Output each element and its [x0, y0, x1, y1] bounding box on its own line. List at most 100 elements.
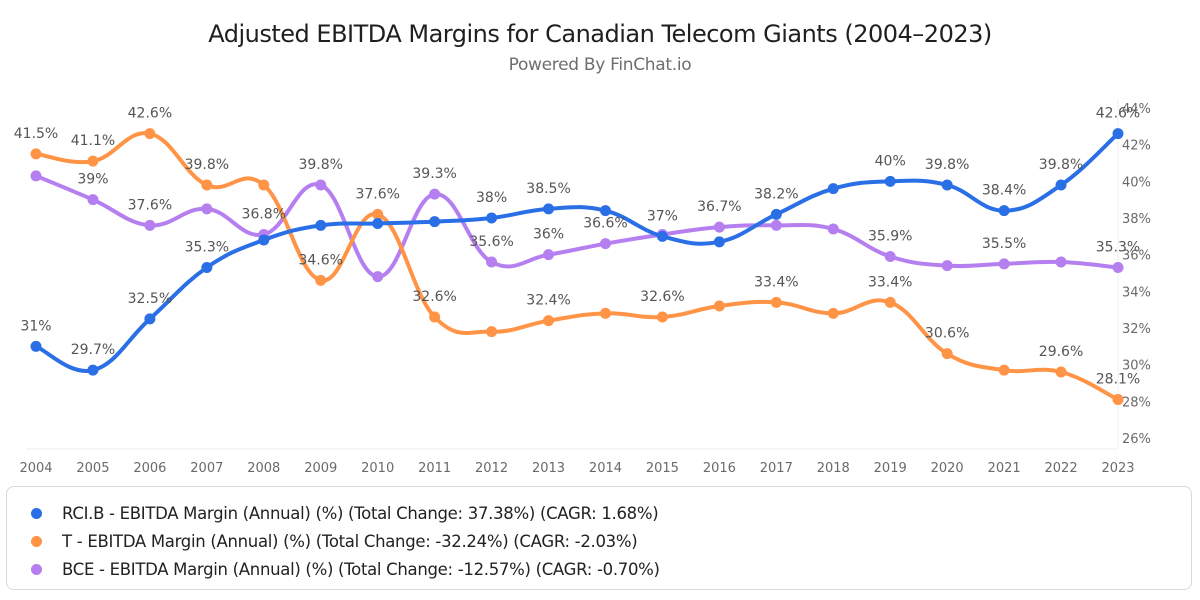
legend-item-rci[interactable]: RCI.B - EBITDA Margin (Annual) (%) (Tota… — [7, 499, 1191, 527]
x-tick-label: 2019 — [874, 461, 907, 476]
data-label-rci-2019: 40% — [875, 153, 906, 169]
data-point-t-2013[interactable] — [543, 315, 555, 327]
legend-dot-icon — [31, 535, 42, 547]
x-tick-label: 2012 — [475, 461, 508, 476]
data-label-t-2004: 41.5% — [14, 126, 58, 142]
data-point-rci-2014[interactable] — [599, 205, 611, 217]
data-point-rci-2006[interactable] — [144, 313, 156, 325]
data-point-rci-2008[interactable] — [258, 234, 270, 246]
data-point-t-2016[interactable] — [713, 300, 725, 312]
y-tick-label: 26% — [1122, 432, 1151, 447]
data-label-rci-2005: 29.7% — [71, 342, 115, 358]
data-label-t-2017: 33.4% — [754, 274, 798, 290]
data-label-rci-2020: 39.8% — [925, 157, 969, 173]
data-point-rci-2004[interactable] — [30, 340, 42, 352]
data-point-rci-2019[interactable] — [884, 175, 896, 187]
data-point-t-2006[interactable] — [144, 128, 156, 140]
data-point-t-2019[interactable] — [884, 296, 896, 308]
x-tick-label: 2005 — [76, 461, 109, 476]
x-tick-label: 2011 — [418, 461, 451, 476]
data-point-bce-2007[interactable] — [201, 203, 213, 215]
data-point-t-2005[interactable] — [87, 155, 99, 167]
data-point-bce-2013[interactable] — [543, 249, 555, 261]
data-point-t-2018[interactable] — [827, 307, 839, 319]
series-layer — [30, 128, 1124, 405]
data-point-t-2017[interactable] — [770, 296, 782, 308]
data-point-t-2004[interactable] — [30, 148, 42, 160]
data-point-t-2021[interactable] — [998, 364, 1010, 376]
y-tick-label: 32% — [1122, 322, 1151, 337]
data-point-bce-2017[interactable] — [770, 219, 782, 231]
data-point-bce-2006[interactable] — [144, 219, 156, 231]
data-point-t-2022[interactable] — [1055, 366, 1067, 378]
data-point-bce-2016[interactable] — [713, 221, 725, 233]
data-point-bce-2021[interactable] — [998, 258, 1010, 270]
data-label-rci-2015: 37% — [647, 208, 678, 224]
y-tick-label: 36% — [1122, 249, 1151, 264]
data-point-rci-2016[interactable] — [713, 236, 725, 248]
data-point-t-2015[interactable] — [656, 311, 668, 323]
data-point-t-2023[interactable] — [1112, 394, 1124, 405]
data-point-bce-2022[interactable] — [1055, 256, 1067, 268]
data-label-bce-2019: 35.9% — [868, 229, 912, 245]
data-point-rci-2013[interactable] — [543, 203, 555, 215]
data-point-rci-2021[interactable] — [998, 205, 1010, 217]
data-label-rci-2017: 38.2% — [754, 186, 798, 202]
data-point-rci-2009[interactable] — [315, 219, 327, 231]
data-point-t-2009[interactable] — [315, 274, 327, 286]
axis-layer: 26% 28% 30% 32% 34% 36% 38% 40% 42% 44% 2004 2005 20… — [19, 100, 1151, 476]
data-point-bce-2012[interactable] — [486, 256, 498, 268]
data-point-rci-2007[interactable] — [201, 262, 213, 273]
data-point-rci-2012[interactable] — [486, 212, 498, 224]
legend-dot-icon — [31, 563, 42, 575]
data-point-t-2020[interactable] — [941, 348, 953, 360]
data-point-t-2008[interactable] — [258, 179, 270, 191]
data-label-rci-2023: 42.6% — [1096, 106, 1140, 122]
x-tick-label: 2008 — [247, 461, 280, 476]
data-point-bce-2004[interactable] — [30, 170, 42, 182]
data-point-bce-2011[interactable] — [429, 188, 441, 200]
legend-item-t[interactable]: T - EBITDA Margin (Annual) (%) (Total Ch… — [7, 527, 1191, 555]
data-point-bce-2019[interactable] — [884, 251, 896, 262]
legend: RCI.B - EBITDA Margin (Annual) (%) (Tota… — [6, 486, 1192, 590]
data-label-bce-2011: 39.3% — [412, 166, 456, 182]
data-label-bce-2006: 37.6% — [128, 197, 172, 213]
data-point-bce-2014[interactable] — [599, 238, 611, 250]
data-point-t-2010[interactable] — [372, 208, 384, 220]
data-point-rci-2010[interactable] — [372, 218, 384, 229]
data-point-rci-2005[interactable] — [87, 364, 99, 376]
data-point-rci-2018[interactable] — [827, 183, 839, 195]
data-label-rci-2007: 35.3% — [185, 240, 229, 256]
data-label-bce-2023: 35.3% — [1096, 240, 1140, 256]
data-point-t-2011[interactable] — [429, 311, 441, 323]
data-label-t-2009: 34.6% — [298, 252, 342, 268]
data-point-bce-2023[interactable] — [1112, 262, 1124, 273]
data-label-bce-2021: 35.5% — [982, 236, 1026, 252]
data-point-bce-2018[interactable] — [827, 223, 839, 235]
data-point-bce-2020[interactable] — [941, 260, 953, 272]
data-point-rci-2022[interactable] — [1055, 179, 1067, 191]
data-point-bce-2010[interactable] — [372, 271, 384, 283]
chart-title: Adjusted EBITDA Margins for Canadian Tel… — [208, 20, 992, 48]
y-tick-label: 30% — [1122, 359, 1151, 374]
data-point-bce-2005[interactable] — [87, 194, 99, 206]
y-tick-label: 28% — [1122, 395, 1151, 410]
data-label-rci-2022: 39.8% — [1039, 157, 1083, 173]
legend-item-bce[interactable]: BCE - EBITDA Margin (Annual) (%) (Total … — [7, 555, 1191, 583]
data-point-t-2012[interactable] — [486, 326, 498, 338]
data-point-t-2007[interactable] — [201, 179, 213, 191]
data-point-rci-2023[interactable] — [1112, 128, 1124, 140]
line-chart: 26% 28% 30% 32% 34% 36% 38% 40% 42% 44% 2004 2005 20… — [14, 100, 1151, 476]
data-point-rci-2015[interactable] — [656, 230, 668, 242]
y-tick-label: 42% — [1122, 139, 1151, 154]
data-point-rci-2020[interactable] — [941, 179, 953, 191]
x-tick-label: 2018 — [817, 461, 850, 476]
series-line-bce — [34, 173, 1120, 279]
data-point-bce-2009[interactable] — [315, 179, 327, 191]
data-label-rci-2006: 32.5% — [128, 291, 172, 307]
x-tick-label: 2020 — [931, 461, 964, 476]
data-point-rci-2017[interactable] — [770, 208, 782, 220]
data-point-rci-2011[interactable] — [429, 216, 441, 228]
x-tick-label: 2021 — [988, 461, 1021, 476]
data-point-t-2014[interactable] — [599, 307, 611, 319]
